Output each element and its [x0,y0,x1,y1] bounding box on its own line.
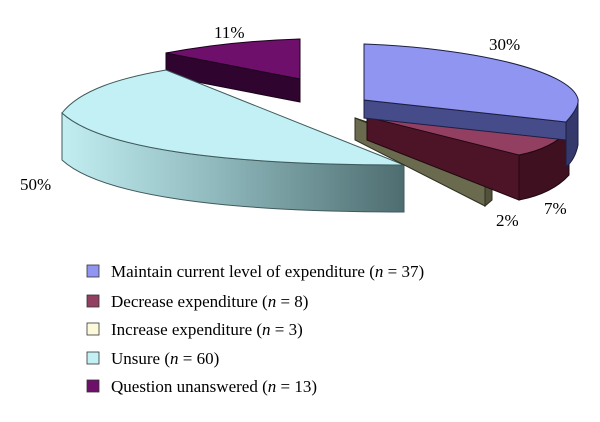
pie-slices [61,38,579,213]
pct-label-decrease: 7% [544,199,567,218]
legend-label: Maintain current level of expenditure (n… [111,262,424,281]
legend-swatch [86,322,100,336]
pct-label-maintain: 30% [489,35,520,54]
legend-text: Maintain current level of expenditure [111,262,365,281]
legend-text: Unsure [111,349,160,368]
slice-decrease-expenditure [366,116,571,201]
legend-swatch [86,351,100,365]
legend-n: 60 [197,349,214,368]
legend-item-maintain: Maintain current level of expenditure (n… [86,262,424,281]
legend-text: Increase expenditure [111,320,252,339]
pct-label-unsure: 50% [20,175,51,194]
legend-swatch [86,379,100,393]
slice-maintain-current [363,43,579,169]
legend-label: Increase expenditure (n = 3) [111,320,303,339]
slice-unsure [61,69,405,213]
legend-item-decrease: Decrease expenditure (n = 8) [86,292,308,311]
legend-text: Decrease expenditure [111,292,258,311]
pct-label-unanswered: 11% [214,23,245,42]
legend-item-unsure: Unsure (n = 60) [86,349,219,368]
legend-label: Unsure (n = 60) [111,349,219,368]
legend-item-unanswered: Question unanswered (n = 13) [86,377,317,396]
legend-n: 13 [294,377,311,396]
legend-n: 37 [401,262,419,281]
legend-label: Question unanswered (n = 13) [111,377,317,396]
pct-label-increase: 2% [496,211,519,230]
legend-text: Question unanswered [111,377,258,396]
legend: Maintain current level of expenditure (n… [86,262,424,396]
legend-swatch [86,264,100,278]
legend-label: Decrease expenditure (n = 8) [111,292,308,311]
pct-labels: 30% 7% 2% 50% 11% [20,23,567,230]
legend-swatch [86,294,100,308]
legend-item-increase: Increase expenditure (n = 3) [86,320,303,339]
legend-n: 3 [289,320,298,339]
legend-n: 8 [294,292,303,311]
slice-question-unanswered [165,38,301,103]
